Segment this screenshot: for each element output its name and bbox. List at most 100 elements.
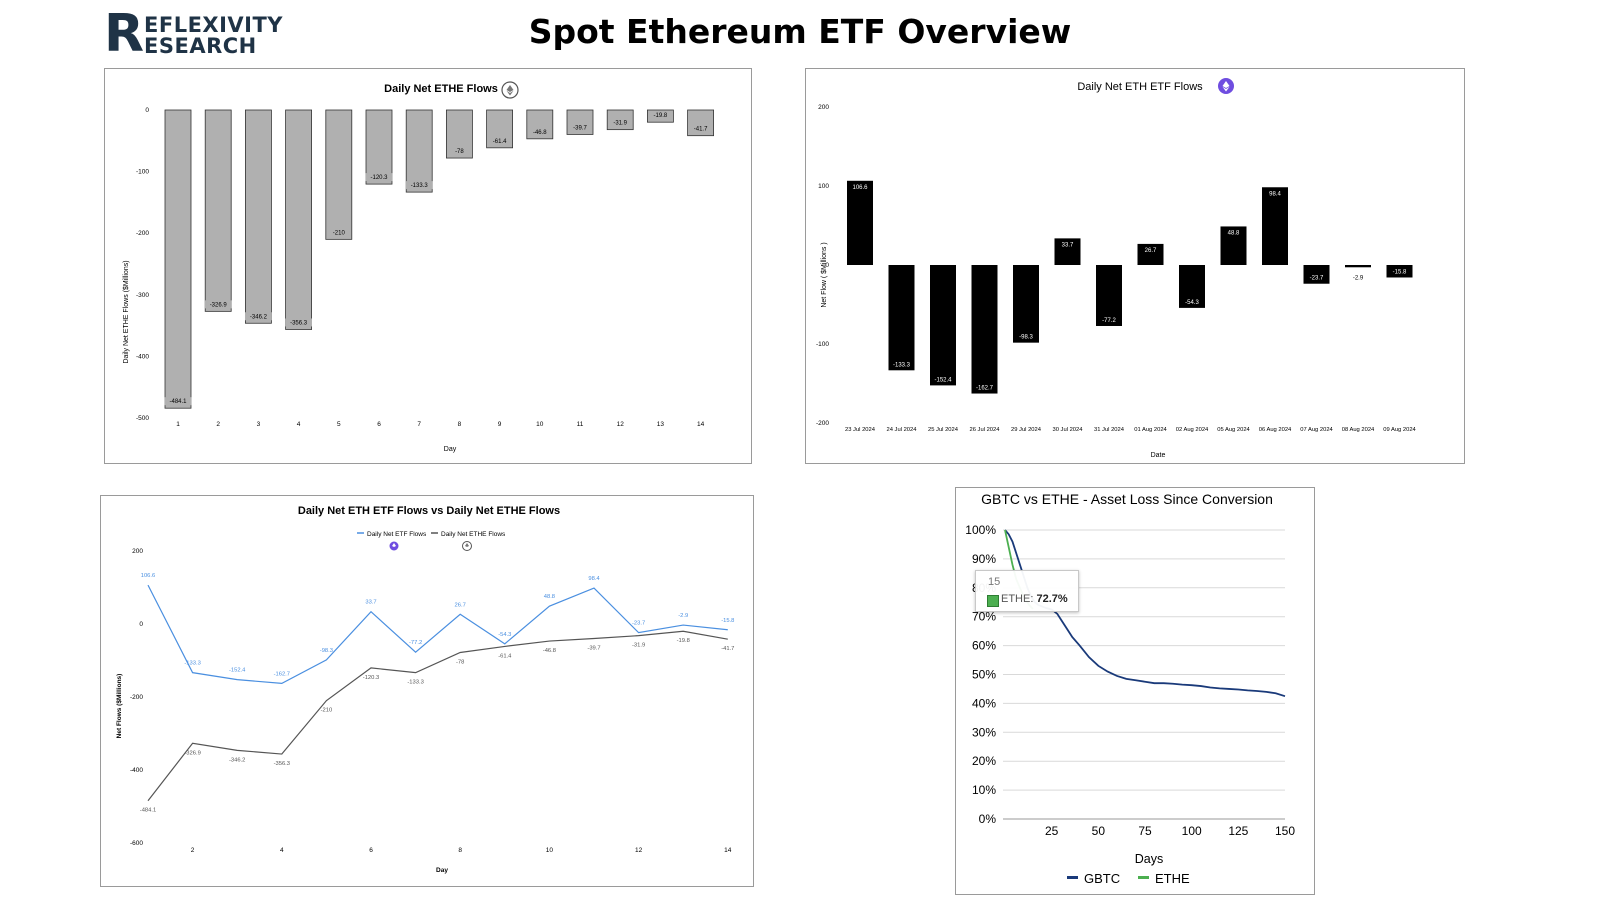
x-tick-label: 1 <box>176 421 180 428</box>
x-tick-label: 2 <box>216 421 220 428</box>
x-tick-label: 12 <box>617 421 625 428</box>
x-tick-label: 09 Aug 2024 <box>1383 427 1416 433</box>
y-tick-label: -400 <box>130 767 143 774</box>
hover-tooltip: 15 ETHE: 72.7% <box>975 570 1079 612</box>
logo-mark: R <box>104 4 145 64</box>
data-label: -326.9 <box>184 750 200 756</box>
logo-line-2: ESEARCH <box>144 34 257 58</box>
bar <box>1096 265 1122 326</box>
data-label: -346.2 <box>250 314 268 320</box>
data-label: 33.7 <box>1062 242 1074 248</box>
x-tick-label: 8 <box>458 421 462 428</box>
x-tick-label: 08 Aug 2024 <box>1342 427 1375 433</box>
x-tick-label: 01 Aug 2024 <box>1134 427 1167 433</box>
y-axis-label: Net Flow ( $Millions ) <box>821 242 828 307</box>
page-title: Spot Ethereum ETF Overview <box>528 12 1072 51</box>
y-tick-label: 0 <box>139 621 143 628</box>
x-axis-label: Day <box>444 446 457 453</box>
data-label: 48.8 <box>544 594 555 600</box>
data-label-bg <box>608 118 632 127</box>
y-tick-label: 90% <box>972 552 996 566</box>
x-tick-label: 10 <box>546 847 554 854</box>
data-label: -152.4 <box>229 668 246 674</box>
data-label: -54.3 <box>1185 300 1199 306</box>
data-label-bg <box>648 111 672 120</box>
eth-etf-flows-chart-panel: Daily Net ETH ETF Flows Net Flow ( $Mill… <box>805 68 1465 464</box>
data-label: 48.8 <box>1228 230 1240 236</box>
data-label-bg <box>285 318 312 327</box>
x-tick-label: 13 <box>657 421 665 428</box>
data-label: -326.9 <box>210 302 228 308</box>
y-tick-label: 30% <box>972 725 996 739</box>
data-label: -23.7 <box>1310 276 1324 282</box>
data-label-bg <box>164 397 192 406</box>
data-label: -46.8 <box>543 648 556 654</box>
bar <box>1303 265 1330 284</box>
data-label: -356.3 <box>274 761 290 767</box>
x-tick-label: 7 <box>417 421 421 428</box>
x-tick-label: 5 <box>337 421 341 428</box>
y-tick-label: -200 <box>130 694 143 701</box>
data-label: -19.8 <box>677 638 690 644</box>
data-label: -15.8 <box>1393 269 1407 275</box>
chart-title: Daily Net ETH ETF Flows vs Daily Net ETH… <box>298 505 560 517</box>
data-label: -2.9 <box>1353 275 1364 281</box>
x-tick-label: 150 <box>1275 824 1295 838</box>
data-label: 98.4 <box>588 576 600 582</box>
bar <box>888 265 915 371</box>
data-label: -2.9 <box>678 613 688 619</box>
bar <box>930 265 956 386</box>
x-axis-label: Days <box>1135 852 1163 866</box>
flows-comparison-chart-panel: Daily Net ETH ETF Flows vs Daily Net ETH… <box>100 495 754 887</box>
data-label: -133.3 <box>407 680 423 686</box>
y-tick-label: 100% <box>965 523 996 537</box>
legend-swatch-ethe <box>1138 876 1149 879</box>
data-label-bg <box>204 300 232 309</box>
x-tick-label: 14 <box>697 421 705 428</box>
bar <box>325 109 353 240</box>
x-tick-label: 125 <box>1228 824 1248 838</box>
y-tick-label: -200 <box>816 420 829 427</box>
data-label: 106.6 <box>141 573 156 579</box>
data-label: -133.3 <box>411 183 429 189</box>
logo-line-1: EFLEXIVITY <box>144 13 284 37</box>
legend-label-gbtc: GBTC <box>1084 871 1120 886</box>
data-label: 26.7 <box>1145 248 1157 254</box>
x-tick-label: 05 Aug 2024 <box>1217 427 1250 433</box>
data-label-bg <box>451 147 468 156</box>
data-label: -19.8 <box>654 113 668 119</box>
tooltip-value: 72.7% <box>1036 593 1068 605</box>
legend-label-eth-etf: Daily Net ETF Flows <box>367 531 427 538</box>
x-tick-label: 23 Jul 2024 <box>845 427 876 433</box>
y-tick-label: 200 <box>818 104 829 111</box>
y-tick-label: 0 <box>145 107 149 114</box>
x-tick-label: 75 <box>1138 824 1152 838</box>
data-label: -31.9 <box>632 643 645 649</box>
bar <box>365 109 393 185</box>
tooltip-day: 15 <box>988 576 1001 588</box>
data-label: -61.4 <box>498 653 512 659</box>
x-tick-label: 10 <box>536 421 544 428</box>
y-tick-label: 10% <box>972 783 996 797</box>
bar <box>1137 243 1164 265</box>
data-label: -162.7 <box>274 671 290 677</box>
data-label: -120.3 <box>363 675 379 681</box>
ethereum-purple-coin-icon <box>389 541 399 551</box>
data-label: -356.3 <box>290 320 308 326</box>
data-label: -61.4 <box>493 139 507 145</box>
tooltip-text: ETHE: 72.7% <box>1001 593 1068 605</box>
data-label-bg <box>568 123 592 132</box>
data-label-bg <box>528 127 552 136</box>
legend-swatch-gbtc <box>1067 876 1078 879</box>
data-label: -54.3 <box>498 632 511 638</box>
y-axis-label: Daily Net ETHE Flows ($Millions) <box>123 260 130 363</box>
legend-label-ethe: ETHE <box>1155 871 1190 886</box>
y-tick-label: 50% <box>972 668 996 682</box>
data-label: -120.3 <box>370 175 388 181</box>
chart-legend: Daily Net ETF Flows Daily Net ETHE Flows <box>357 531 506 551</box>
data-label: -133.3 <box>893 362 911 368</box>
x-tick-label: 6 <box>369 847 373 854</box>
y-tick-label: 0 <box>825 262 829 269</box>
data-label: 106.6 <box>852 185 868 191</box>
data-label: -162.7 <box>976 386 994 392</box>
